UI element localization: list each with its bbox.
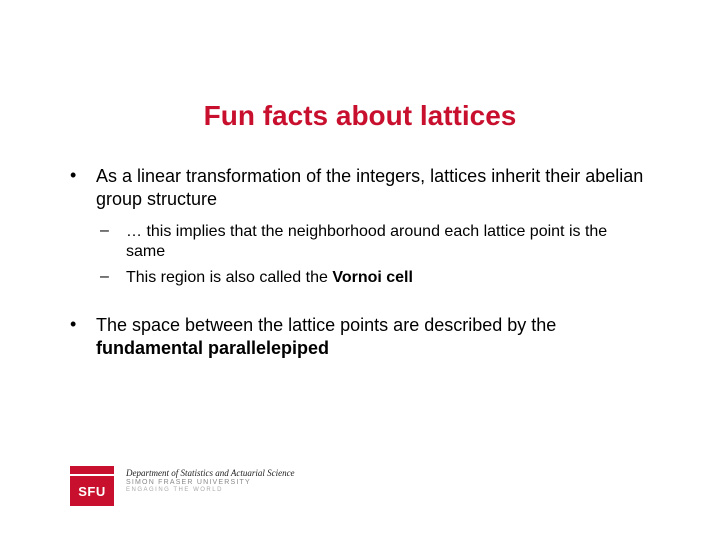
sub-bullet-marker: –	[96, 222, 126, 262]
sub-bullet-list: – … this implies that the neighborhood a…	[96, 222, 650, 288]
bullet-prefix: The space between the lattice points are…	[96, 315, 556, 335]
footer-text-block: Department of Statistics and Actuarial S…	[126, 466, 295, 493]
logo-text: SFU	[70, 476, 114, 506]
bullet-text: The space between the lattice points are…	[96, 314, 650, 359]
sub-bullet-text: This region is also called the Vornoi ce…	[126, 268, 413, 288]
sub-bullet-prefix: This region is also called the	[126, 269, 332, 286]
bullet-item: • As a linear transformation of the inte…	[70, 165, 650, 210]
bullet-text: As a linear transformation of the intege…	[96, 165, 650, 210]
bullet-marker: •	[70, 314, 96, 359]
footer: SFU Department of Statistics and Actuari…	[70, 466, 295, 506]
sub-bullet-item: – This region is also called the Vornoi …	[96, 268, 650, 288]
sfu-logo: SFU	[70, 466, 114, 506]
slide-content: • As a linear transformation of the inte…	[70, 165, 650, 371]
bullet-bold: fundamental parallelepiped	[96, 338, 329, 358]
university-label: SIMON FRASER UNIVERSITY	[126, 479, 295, 486]
sub-bullet-bold: Vornoi cell	[332, 269, 413, 286]
sub-bullet-text: … this implies that the neighborhood aro…	[126, 222, 650, 262]
bullet-marker: •	[70, 165, 96, 210]
logo-accent	[70, 466, 114, 474]
bullet-item: • The space between the lattice points a…	[70, 314, 650, 359]
department-label: Department of Statistics and Actuarial S…	[126, 468, 295, 478]
tagline-label: ENGAGING THE WORLD	[126, 487, 295, 493]
slide: Fun facts about lattices • As a linear t…	[0, 0, 720, 540]
sub-bullet-marker: –	[96, 268, 126, 288]
sub-bullet-item: – … this implies that the neighborhood a…	[96, 222, 650, 262]
slide-title: Fun facts about lattices	[0, 100, 720, 132]
